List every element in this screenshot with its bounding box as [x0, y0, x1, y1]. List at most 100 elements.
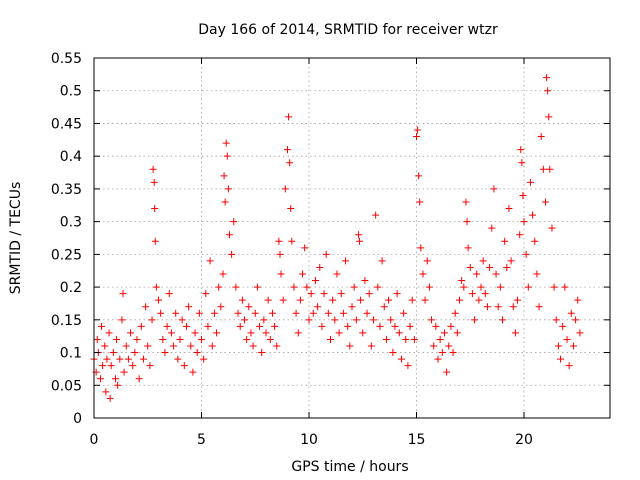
data-point: [380, 303, 388, 311]
data-point: [535, 303, 543, 311]
data-point: [464, 244, 472, 252]
data-point: [423, 257, 431, 265]
data-point: [135, 375, 143, 383]
data-point: [382, 335, 390, 343]
data-point: [230, 218, 238, 226]
data-point: [131, 349, 139, 357]
data-point: [151, 205, 159, 213]
data-point: [479, 257, 487, 265]
data-point: [309, 309, 317, 317]
data-point: [275, 237, 283, 245]
data-point: [352, 316, 360, 324]
data-point: [241, 316, 248, 324]
data-point: [563, 335, 571, 343]
data-point: [178, 316, 186, 324]
data-point: [561, 283, 569, 291]
data-point: [533, 270, 541, 278]
data-point: [410, 335, 418, 343]
data-point: [463, 218, 471, 226]
data-point: [507, 257, 515, 265]
data-point: [103, 355, 111, 363]
data-point: [574, 296, 582, 304]
data-point: [176, 335, 184, 343]
y-tick-label: 0.55: [51, 51, 82, 67]
data-point: [531, 237, 539, 245]
data-point: [234, 309, 242, 317]
data-point: [191, 329, 199, 337]
y-tick-label: 0.1: [60, 346, 82, 362]
data-point: [471, 316, 479, 324]
data-point: [223, 152, 231, 160]
data-point: [210, 309, 218, 317]
data-point: [348, 303, 356, 311]
data-point: [544, 87, 552, 95]
data-point: [106, 394, 114, 402]
data-point: [359, 329, 367, 337]
data-point: [387, 316, 395, 324]
data-point: [314, 303, 322, 311]
data-point: [509, 303, 517, 311]
data-point: [406, 322, 414, 330]
data-point: [137, 322, 145, 330]
data-point: [149, 165, 157, 173]
data-point: [253, 283, 261, 291]
data-point: [307, 290, 315, 298]
data-point: [215, 283, 223, 291]
data-point: [335, 329, 343, 337]
data-point: [436, 335, 444, 343]
data-point: [572, 316, 580, 324]
data-point: [213, 329, 221, 337]
data-point: [260, 316, 268, 324]
data-point: [372, 211, 380, 219]
data-point: [501, 237, 509, 245]
y-tick-label: 0.3: [60, 215, 82, 231]
data-point: [219, 270, 227, 278]
data-point: [522, 250, 530, 258]
data-point: [397, 355, 405, 363]
data-point: [477, 283, 485, 291]
x-tick-label: 10: [300, 432, 318, 448]
data-point: [150, 178, 158, 186]
data-point: [151, 237, 159, 245]
data-point: [320, 290, 328, 298]
data-point: [357, 296, 365, 304]
data-point: [102, 388, 110, 396]
x-tick-label: 15: [408, 432, 426, 448]
data-point: [277, 270, 285, 278]
data-point: [327, 335, 334, 343]
data-point: [258, 349, 266, 357]
data-point: [449, 349, 457, 357]
data-point: [93, 335, 101, 343]
data-point: [109, 349, 117, 357]
data-point: [438, 349, 446, 357]
y-tick-label: 0.2: [60, 280, 82, 296]
data-point: [287, 205, 295, 213]
axis-ticks: 0 0.05 0.1 0.15 0.2 0.25 0.3 0.35 0.4 0.45 0.5 0.55…: [51, 51, 610, 448]
data-point: [129, 362, 137, 370]
data-point: [290, 283, 298, 291]
data-point: [170, 342, 178, 350]
data-point: [146, 362, 154, 370]
data-point: [285, 113, 293, 121]
data-point: [451, 309, 459, 317]
data-point: [247, 329, 255, 337]
data-point: [292, 309, 300, 317]
data-point: [496, 283, 504, 291]
data-point: [526, 178, 534, 186]
data-point: [414, 126, 422, 134]
data-point: [288, 237, 296, 245]
data-point: [565, 362, 573, 370]
data-point: [557, 355, 565, 363]
data-point: [367, 342, 375, 350]
data-point: [517, 146, 525, 154]
data-point: [460, 283, 468, 291]
data-point: [473, 270, 481, 278]
data-point: [322, 250, 330, 258]
data-point: [127, 329, 135, 337]
data-point: [221, 198, 229, 206]
data-point: [483, 303, 491, 311]
data-point: [361, 277, 369, 285]
data-point: [224, 185, 232, 193]
data-point: [400, 309, 408, 317]
